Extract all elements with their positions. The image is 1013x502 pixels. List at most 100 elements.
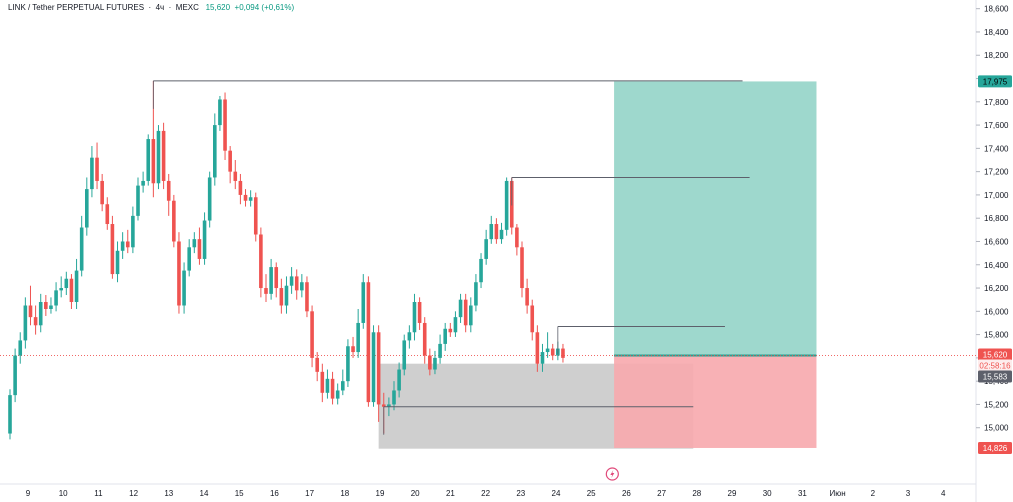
candle-body xyxy=(131,215,135,248)
candle-body xyxy=(335,390,340,399)
candle-body xyxy=(146,139,151,181)
candle-body xyxy=(407,332,412,341)
date-tick-label: 29 xyxy=(728,489,737,498)
price-tick-label: 16,400 xyxy=(984,261,1009,270)
candle-body xyxy=(376,332,381,405)
price-tick-label: 17,200 xyxy=(984,168,1009,177)
last-price-tag: 15,620 xyxy=(983,351,1008,360)
candle-body xyxy=(448,328,453,333)
date-tick-label: 26 xyxy=(622,489,631,498)
candle-body xyxy=(218,99,222,126)
candle-body xyxy=(479,258,483,283)
candle-body xyxy=(320,371,325,393)
candle-body xyxy=(504,180,509,230)
candle-body xyxy=(74,270,79,303)
date-tick-label: 18 xyxy=(340,489,349,498)
price-tick-label: 15,200 xyxy=(984,400,1009,409)
stop-price-tag: 14,826 xyxy=(983,444,1008,453)
candle-body xyxy=(38,302,43,326)
candle-body xyxy=(540,352,545,364)
candle-body xyxy=(499,229,504,240)
candle-body xyxy=(525,288,529,306)
date-tick-label: 27 xyxy=(657,489,666,498)
candle-body xyxy=(192,239,197,248)
date-tick-label: 28 xyxy=(692,489,701,498)
candle-body xyxy=(105,204,110,225)
symbol-name[interactable]: LINK / Tether PERPETUAL FUTURES xyxy=(8,3,145,12)
date-tick-label: 19 xyxy=(376,489,385,498)
candle-body xyxy=(494,224,499,240)
candle-body xyxy=(341,381,345,391)
date-tick-label: 10 xyxy=(59,489,68,498)
position-loss-zone[interactable] xyxy=(614,355,817,448)
candle-body xyxy=(361,282,366,323)
candle-body xyxy=(371,332,376,403)
candle-body xyxy=(269,267,273,294)
candle-body xyxy=(463,299,468,326)
date-tick-label: 23 xyxy=(516,489,525,498)
candle-body xyxy=(438,343,442,358)
candle-body xyxy=(33,317,38,326)
candle-body xyxy=(166,180,171,201)
date-tick-label: 17 xyxy=(305,489,314,498)
date-tick-label: 14 xyxy=(200,489,209,498)
candle-body xyxy=(294,276,299,291)
candle-body xyxy=(259,234,263,289)
date-tick-label: 9 xyxy=(26,489,31,498)
price-tick-label: 18,400 xyxy=(984,28,1009,37)
candle-body xyxy=(325,378,330,393)
candle-body xyxy=(85,189,89,228)
candle-body xyxy=(213,125,217,178)
target-price-tag: 17,975 xyxy=(983,77,1008,86)
candle-body xyxy=(515,227,519,248)
candle-body xyxy=(44,302,48,309)
chart-header: LINK / Tether PERPETUAL FUTURES · 4ч · M… xyxy=(8,3,295,12)
candle-body xyxy=(428,355,432,370)
candle-body xyxy=(13,355,17,396)
candle-body xyxy=(351,346,355,353)
countdown-tag: 02:58:16 xyxy=(979,362,1011,371)
candle-body xyxy=(59,288,63,291)
candle-body xyxy=(397,369,401,391)
candle-body xyxy=(151,139,156,184)
candle-body xyxy=(550,348,555,356)
candle-body xyxy=(330,378,335,399)
candle-body xyxy=(115,250,120,275)
countdown-tag-bg xyxy=(978,359,1012,372)
candle-body xyxy=(474,282,478,306)
date-tick-label: 13 xyxy=(164,489,173,498)
candle-body xyxy=(422,322,427,356)
candle-body xyxy=(202,220,207,259)
entry-price-tag: 15,583 xyxy=(983,373,1008,382)
candle-body xyxy=(535,332,540,364)
candle-body xyxy=(248,197,253,201)
date-tick-label: 20 xyxy=(411,489,420,498)
exchange-label: MEXC xyxy=(175,3,199,12)
position-profit-zone[interactable] xyxy=(614,81,817,356)
candle-body xyxy=(381,404,386,407)
candle-body xyxy=(264,288,268,294)
candle-body xyxy=(356,322,360,353)
candle-body xyxy=(417,302,422,323)
date-tick-label: 30 xyxy=(763,489,772,498)
candle-body xyxy=(79,227,84,271)
price-tick-label: 16,200 xyxy=(984,284,1009,293)
date-tick-label: 15 xyxy=(235,489,244,498)
price-tick-label: 18,600 xyxy=(984,5,1009,14)
candle-body xyxy=(233,171,238,181)
candle-body xyxy=(172,200,176,242)
price-tick-label: 16,800 xyxy=(984,214,1009,223)
candle-body xyxy=(433,357,437,370)
candle-body xyxy=(443,328,447,344)
candle-body xyxy=(289,276,294,286)
candle-body xyxy=(392,390,396,405)
candle-body xyxy=(161,130,166,181)
candle-body xyxy=(156,130,161,184)
candle-body xyxy=(310,311,314,358)
date-tick-label: Июн xyxy=(830,489,846,498)
candle-body xyxy=(182,270,186,306)
date-tick-label: 4 xyxy=(941,489,946,498)
candle-body xyxy=(458,299,463,318)
interval-label[interactable]: 4ч xyxy=(155,3,165,12)
